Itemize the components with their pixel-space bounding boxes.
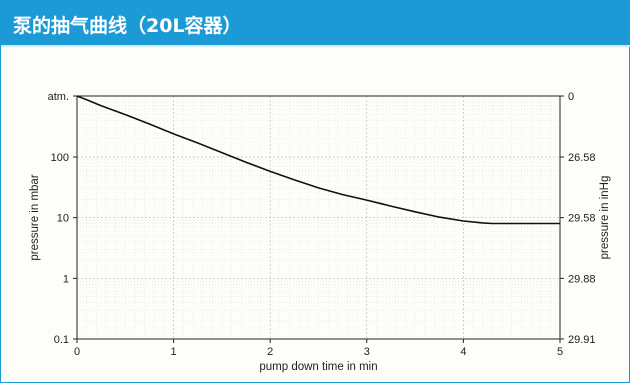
minor-grid [77,96,560,339]
title-bar: 泵的抽气曲线（20L容器） [1,1,630,45]
y-left-tick-label: atm. [48,91,69,103]
y-left-tick-label: 0.1 [54,334,69,346]
x-axis-label: pump down time in min [259,361,377,373]
x-tick-label: 1 [171,346,177,358]
title-divider [1,45,630,47]
y-right-tick-label: 0 [568,91,574,103]
y-right-tick-label: 26.58 [568,152,596,164]
y-right-tick-label: 29.58 [568,213,596,225]
x-tick-label: 2 [267,346,273,358]
y-left-tick-label: 10 [57,213,69,225]
x-tick-label: 4 [460,346,466,358]
major-grid [77,96,560,339]
y-left-tick-label: 1 [63,273,69,285]
x-tick-label: 3 [364,346,370,358]
x-tick-label: 0 [74,346,80,358]
pump-down-curve [76,95,560,225]
x-tick-label: 5 [557,346,563,358]
chart-title: 泵的抽气曲线（20L容器） [13,15,242,37]
tick-labels: 0 1 2 3 4 5 atm. 0 100 26.58 10 29.58 1 29.88 0.1 29.91 [48,91,596,358]
y-right-tick-label: 29.88 [568,273,596,285]
y-left-tick-label: 100 [51,152,69,164]
y-axis-label-right: pressure in inHg [599,176,611,260]
y-axis-label-left: pressure in mbar [29,174,41,260]
y-right-tick-label: 29.91 [568,334,596,346]
